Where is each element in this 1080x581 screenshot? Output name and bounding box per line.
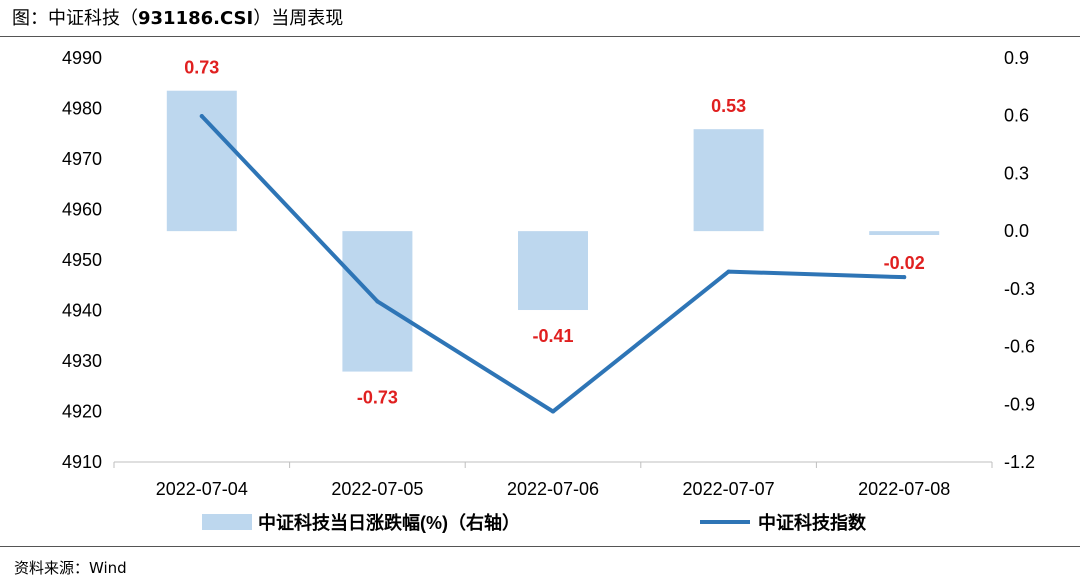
bar-2022-07-06 <box>518 231 588 311</box>
bar-series <box>166 90 940 372</box>
bottom-rule <box>0 546 1080 547</box>
bar-data-label: 0.73 <box>184 58 219 78</box>
x-tick-label: 2022-07-05 <box>331 479 423 499</box>
source-note: 资料来源：Wind <box>14 559 127 577</box>
x-tick-label: 2022-07-06 <box>507 479 599 499</box>
bar-2022-07-07 <box>693 129 764 232</box>
y-right-tick-label: 0.6 <box>1004 106 1029 126</box>
y-right-tick-label: 0.0 <box>1004 221 1029 241</box>
y-left-tick-label: 4960 <box>62 200 102 220</box>
y-axis-left: 4990 4980 4970 4960 4950 4940 4930 4920 4910 <box>62 48 102 472</box>
y-right-tick-label: -0.9 <box>1004 394 1035 414</box>
y-left-tick-label: 4970 <box>62 149 102 169</box>
x-axis: 2022-07-04 2022-07-05 2022-07-06 2022-07-07… <box>113 461 993 499</box>
bar-2022-07-04 <box>166 90 237 232</box>
x-tick-label: 2022-07-07 <box>683 479 775 499</box>
y-axis-right: 0.9 0.6 0.3 0.0 -0.3 -0.6 -0.9 -1.2 <box>1004 48 1035 472</box>
bar-data-label: 0.53 <box>711 96 746 116</box>
legend-line-label: 中证科技指数 <box>758 512 867 533</box>
top-rule <box>0 36 1080 37</box>
legend-bar-label: 中证科技当日涨跌幅(%)（右轴） <box>258 512 520 533</box>
y-left-tick-label: 4990 <box>62 48 102 68</box>
y-left-tick-label: 4980 <box>62 99 102 119</box>
y-right-tick-label: -0.3 <box>1004 279 1035 299</box>
x-tick-label: 2022-07-04 <box>156 479 248 499</box>
line-point <box>375 299 380 304</box>
bar-data-label: -0.41 <box>532 326 573 346</box>
title-code: 931186.CSI <box>138 8 254 29</box>
bar-data-label: -0.73 <box>357 388 398 408</box>
bar-2022-07-08 <box>869 231 940 235</box>
bar-data-label: -0.02 <box>884 253 925 273</box>
x-tick-label: 2022-07-08 <box>858 479 950 499</box>
title-prefix: 图：中证科技（ <box>12 8 138 29</box>
y-right-tick-label: -0.6 <box>1004 337 1035 357</box>
chart-title: 图：中证科技（931186.CSI）当周表现 <box>12 4 343 30</box>
y-left-tick-label: 4910 <box>62 452 102 472</box>
y-left-tick-label: 4930 <box>62 351 102 371</box>
line-point <box>902 275 907 280</box>
y-right-tick-label: 0.3 <box>1004 163 1029 183</box>
line-point <box>551 409 555 414</box>
line-series <box>199 114 907 414</box>
y-left-tick-label: 4950 <box>62 250 102 270</box>
y-left-tick-label: 4940 <box>62 301 102 321</box>
legend-bar-swatch <box>202 514 252 530</box>
y-right-tick-label: 0.9 <box>1004 48 1029 68</box>
y-left-tick-label: 4920 <box>62 402 102 422</box>
y-right-tick-label: -1.2 <box>1004 452 1035 472</box>
legend: 中证科技当日涨跌幅(%)（右轴） 中证科技指数 <box>202 512 867 533</box>
bar-data-labels: 0.73 -0.73 -0.41 0.53 -0.02 <box>184 58 924 408</box>
line-point <box>726 269 731 274</box>
line-point <box>199 114 204 119</box>
title-suffix: ）当周表现 <box>253 8 344 29</box>
